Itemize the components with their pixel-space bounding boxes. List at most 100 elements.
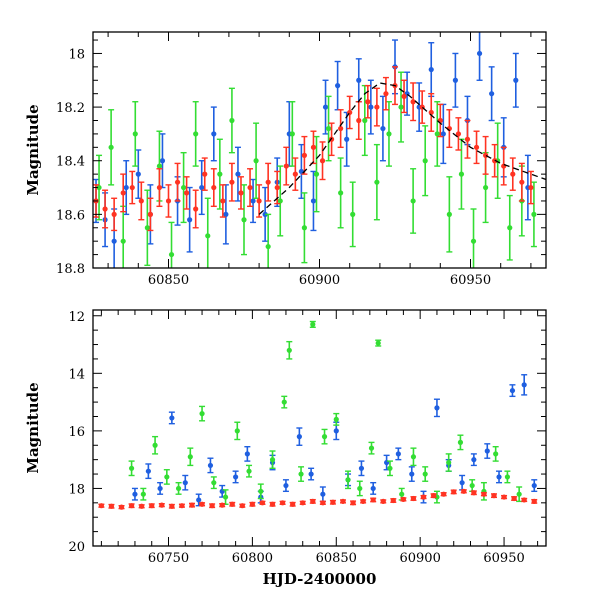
data-point-green xyxy=(234,428,240,434)
data-point-red xyxy=(274,184,280,191)
data-point-blue xyxy=(395,451,401,457)
data-point-red xyxy=(159,502,165,508)
data-point-red xyxy=(120,190,126,196)
data-point-red xyxy=(98,503,104,509)
data-point-blue xyxy=(471,457,477,463)
data-point-green xyxy=(493,451,499,457)
data-point-red xyxy=(510,171,516,177)
plot-area xyxy=(98,320,538,510)
x-tick-label: 60850 xyxy=(316,551,357,566)
data-point-red xyxy=(129,184,135,191)
data-point-red xyxy=(256,198,262,204)
data-point-blue xyxy=(310,198,317,204)
x-tick-label: 60900 xyxy=(399,551,440,566)
data-point-blue xyxy=(333,428,339,434)
data-point-red xyxy=(219,502,225,508)
data-point-blue xyxy=(489,91,495,97)
data-point-blue xyxy=(440,131,446,137)
data-point-blue xyxy=(157,485,163,492)
data-point-blue xyxy=(283,482,289,489)
data-point-blue xyxy=(368,104,374,110)
data-point-red xyxy=(350,500,356,506)
data-point-blue xyxy=(459,480,465,486)
x-tick-label: 60850 xyxy=(148,273,189,288)
data-point-red xyxy=(138,198,144,204)
y-axis-label: Magnitude xyxy=(24,382,42,473)
data-point-blue xyxy=(322,104,329,110)
data-point-red xyxy=(370,497,376,503)
data-point-red xyxy=(410,495,417,502)
y-tick-label: 18 xyxy=(68,482,85,497)
series-green xyxy=(128,320,523,505)
data-point-red xyxy=(229,501,235,507)
data-point-green xyxy=(181,184,187,191)
data-point-blue xyxy=(320,491,326,497)
data-point-blue xyxy=(223,211,229,217)
data-point-green xyxy=(108,144,114,150)
x-axis-label: HJD-2400000 xyxy=(263,570,377,588)
data-point-green xyxy=(120,238,126,244)
data-point-green xyxy=(156,163,163,169)
data-point-green xyxy=(168,251,175,258)
data-point-green xyxy=(507,225,513,231)
data-point-green xyxy=(211,480,217,486)
data-point-red xyxy=(401,93,407,99)
data-point-blue xyxy=(135,171,141,177)
data-point-blue xyxy=(484,448,490,454)
data-point-green xyxy=(241,217,247,223)
series-blue xyxy=(131,374,538,507)
series-red xyxy=(98,488,538,510)
y-tick-label: 18.8 xyxy=(56,262,85,277)
data-point-red xyxy=(428,109,434,116)
data-point-green xyxy=(386,131,392,137)
data-point-red xyxy=(247,184,253,191)
data-point-blue xyxy=(356,77,362,83)
data-point-green xyxy=(387,465,393,471)
data-point-green xyxy=(164,474,170,480)
data-point-red xyxy=(441,491,447,497)
data-point-blue xyxy=(452,77,458,83)
data-point-red xyxy=(147,211,153,217)
data-point-red xyxy=(229,179,235,185)
data-point-blue xyxy=(358,465,365,471)
data-point-red xyxy=(390,497,396,504)
data-point-red xyxy=(290,501,296,507)
data-point-blue xyxy=(409,471,415,477)
data-point-red xyxy=(149,503,155,509)
data-point-green xyxy=(325,125,332,132)
data-point-green xyxy=(434,131,440,137)
data-point-blue xyxy=(513,77,519,83)
data-point-blue xyxy=(380,125,386,132)
data-point-green xyxy=(398,104,404,110)
data-point-blue xyxy=(250,198,256,204)
data-point-red xyxy=(300,500,306,506)
data-point-red xyxy=(501,163,507,169)
data-point-green xyxy=(446,211,452,217)
data-point-blue xyxy=(496,474,502,480)
data-point-blue xyxy=(207,462,214,469)
data-point-blue xyxy=(262,211,268,217)
data-point-green xyxy=(175,485,182,492)
data-point-green xyxy=(375,340,381,346)
data-point-blue xyxy=(235,171,241,177)
data-point-red xyxy=(360,498,366,504)
data-point-green xyxy=(321,434,328,440)
data-point-red xyxy=(319,158,326,164)
data-point-green xyxy=(229,117,235,124)
data-point-red xyxy=(239,503,245,509)
data-point-red xyxy=(473,144,480,150)
data-point-red xyxy=(111,211,117,217)
data-point-green xyxy=(205,233,211,239)
data-point-red xyxy=(310,144,317,150)
y-tick-label: 18.4 xyxy=(56,155,85,170)
data-point-green xyxy=(281,399,287,405)
data-point-green xyxy=(350,211,356,217)
data-point-red xyxy=(238,190,244,196)
data-point-red xyxy=(521,497,527,503)
data-point-green xyxy=(422,158,428,164)
data-point-red xyxy=(189,502,195,508)
data-point-green xyxy=(222,494,229,500)
data-point-red xyxy=(165,198,172,204)
data-point-red xyxy=(420,494,427,500)
data-point-blue xyxy=(169,415,175,421)
